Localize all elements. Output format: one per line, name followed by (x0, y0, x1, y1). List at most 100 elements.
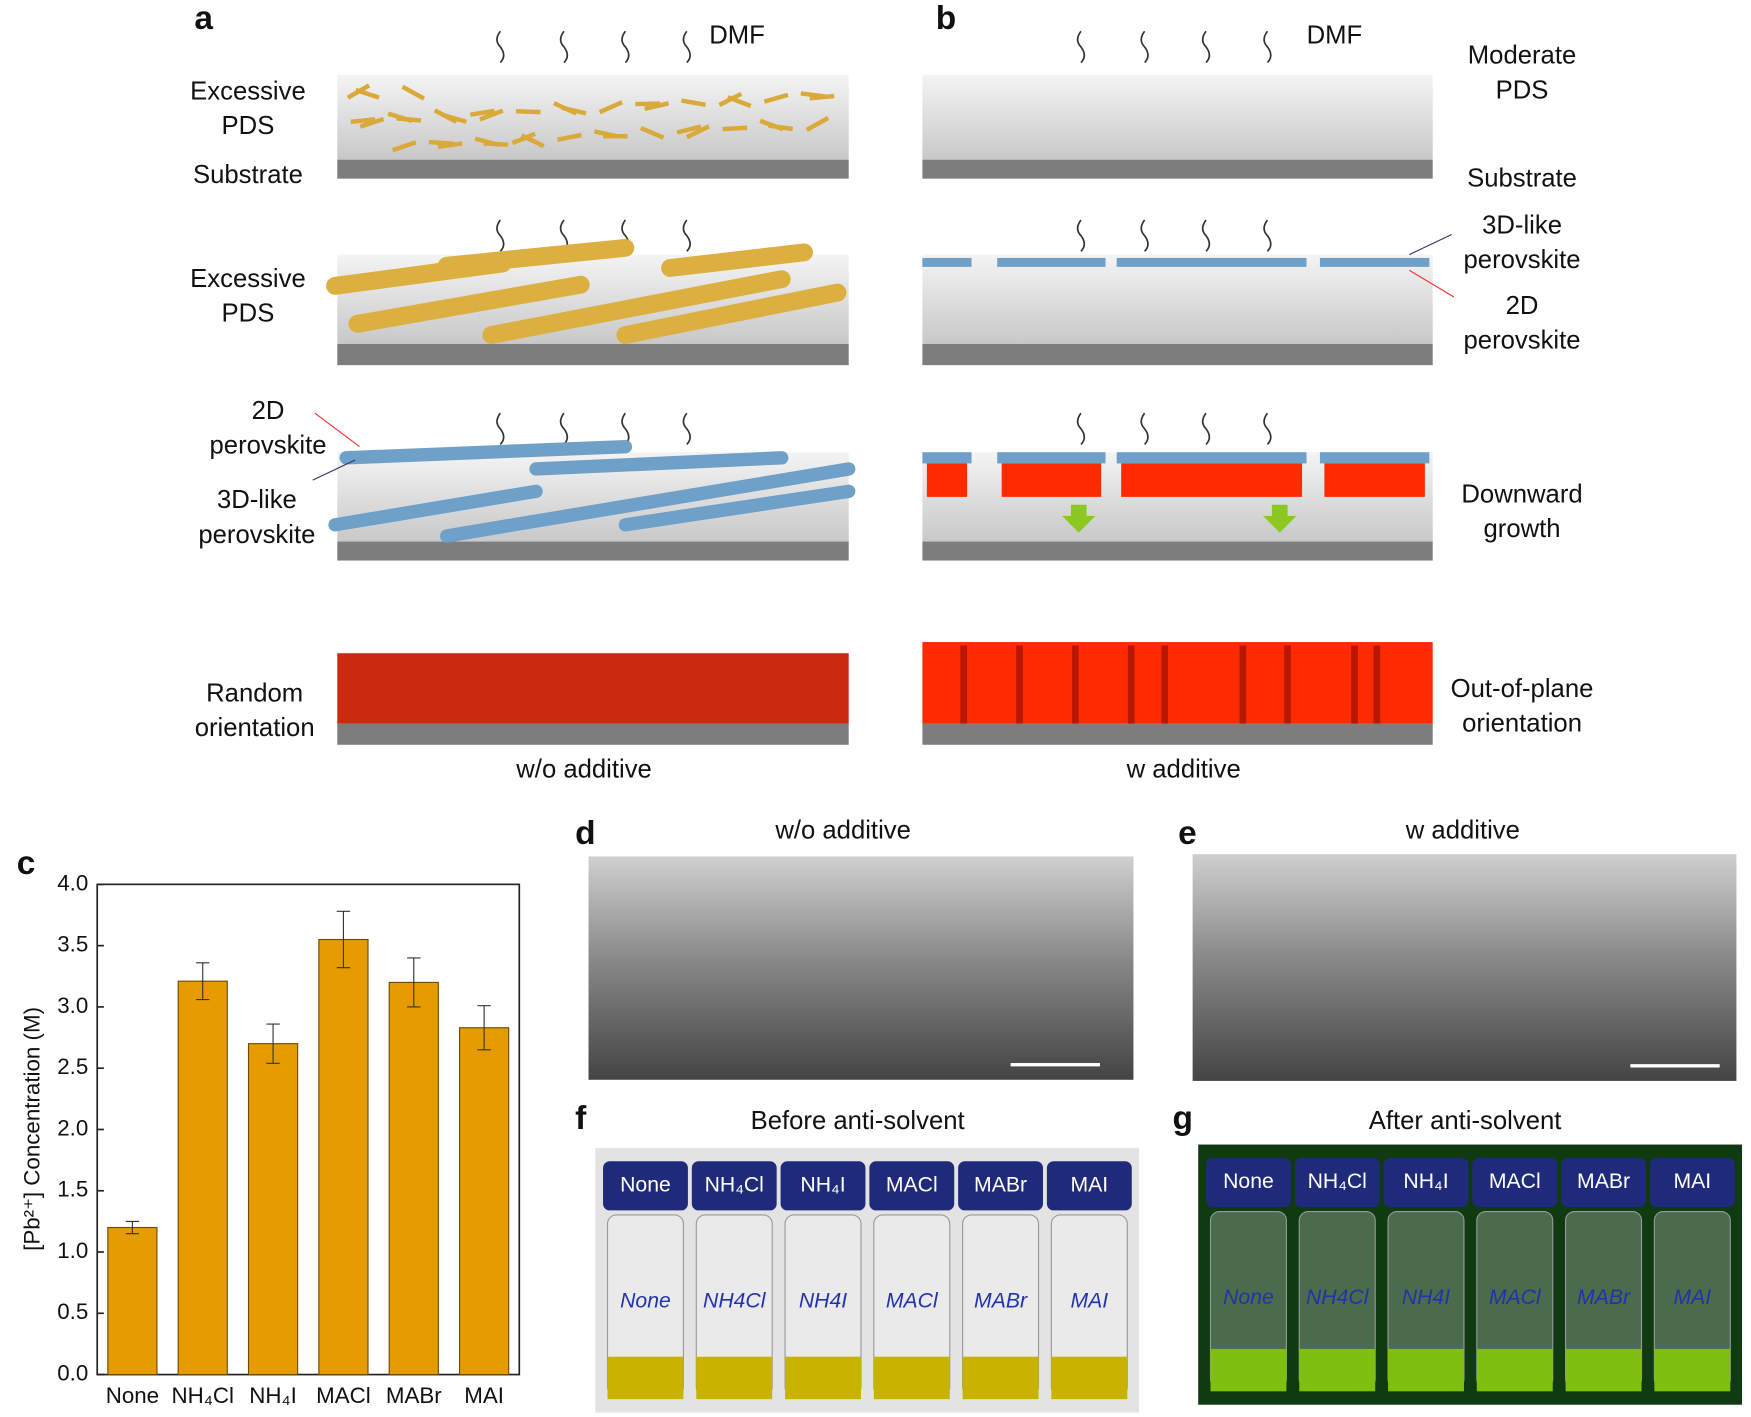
vapour (1076, 30, 1086, 64)
label: PDS (1496, 76, 1549, 104)
vapour (1263, 412, 1272, 446)
label: w/o additive (515, 755, 652, 783)
liquid (696, 1356, 773, 1400)
label: After anti-solvent (1369, 1107, 1562, 1135)
arrow (1061, 504, 1096, 533)
x-tick-label: MABr (386, 1383, 442, 1408)
substrate (922, 723, 1433, 745)
cap-label: MAI (1673, 1170, 1711, 1193)
pds-crystal (661, 243, 813, 277)
handwritten-label: MABr (974, 1290, 1028, 1313)
label: PDS (222, 112, 275, 140)
cap-label: NH₄I (1403, 1170, 1448, 1193)
cap (869, 1161, 955, 1211)
perovskite-3d (1319, 257, 1430, 267)
perovskite-2d (926, 463, 968, 497)
perovskite-2d (1121, 463, 1303, 497)
vapour (559, 30, 569, 64)
label: w additive (1405, 817, 1520, 845)
cap (1206, 1157, 1291, 1208)
vapour (1140, 219, 1149, 252)
cap (958, 1161, 1043, 1211)
x-tick-label: NH₄I (249, 1383, 297, 1408)
label: 3D-like (217, 486, 297, 514)
pds (676, 124, 702, 135)
cap (1046, 1161, 1132, 1211)
perovskite-3d (1319, 452, 1430, 464)
grain-boundary (1239, 645, 1247, 724)
substrate (337, 541, 849, 561)
pds (442, 112, 467, 124)
liquid (1388, 1348, 1464, 1392)
label: w/o additive (774, 817, 911, 845)
pds (359, 116, 385, 129)
vapour (1201, 30, 1211, 64)
panel-label: f (575, 1100, 587, 1137)
label: Excessive (190, 265, 306, 293)
y-tick-label: 2.5 (57, 1054, 88, 1079)
panel-label: d (575, 815, 595, 852)
label: DMF (709, 22, 765, 50)
substrate (922, 343, 1433, 366)
film (337, 653, 849, 724)
y-tick-label: 4.0 (57, 870, 88, 895)
bar (177, 980, 228, 1376)
cap-label: MACl (886, 1173, 938, 1196)
label: perovskite (1464, 246, 1581, 274)
panel-label: a (194, 0, 213, 37)
label: w additive (1126, 755, 1241, 783)
pds (479, 108, 504, 122)
cap (1561, 1157, 1646, 1208)
pds (355, 87, 380, 100)
panel-label: b (936, 0, 956, 37)
cap-label: NH₄Cl (1308, 1170, 1367, 1193)
cap (1383, 1157, 1469, 1208)
y-tick-label: 2.0 (57, 1115, 88, 1140)
grain-boundary (1127, 645, 1135, 724)
x-tick-label: MAI (464, 1383, 504, 1408)
bar (247, 1043, 299, 1376)
label: growth (1483, 515, 1560, 543)
pds-crystal (482, 270, 791, 344)
pds (727, 95, 752, 109)
pointer (314, 412, 360, 448)
pointer (1409, 233, 1452, 256)
label: DMF (1307, 22, 1363, 50)
grain-boundary (1351, 645, 1358, 724)
error-bar (336, 910, 351, 969)
label: orientation (1462, 709, 1582, 737)
x-tick-label: None (106, 1383, 159, 1408)
film (922, 74, 1433, 160)
vapour (1201, 412, 1211, 446)
pds (515, 109, 541, 115)
label: Excessive (190, 77, 306, 105)
pds (639, 126, 665, 140)
pds (396, 116, 422, 123)
sem-image (588, 856, 1134, 1080)
label: 3D-like (1482, 211, 1562, 239)
perovskite-3d (997, 452, 1106, 464)
cap-label: MABr (974, 1173, 1027, 1196)
x-tick-label: MACl (316, 1383, 371, 1408)
cap-label: MACl (1489, 1170, 1541, 1193)
handwritten-label: NH4I (1402, 1286, 1450, 1309)
pds (469, 108, 495, 117)
scale-bar (1010, 1063, 1100, 1067)
pds (644, 101, 670, 112)
vapour (559, 412, 569, 446)
panel-label: e (1178, 815, 1197, 852)
label: Moderate (1468, 42, 1576, 70)
plot-frame (96, 883, 521, 1376)
panel-label: c (17, 845, 36, 882)
bar (318, 938, 369, 1376)
vapour (682, 219, 691, 252)
pds (437, 141, 463, 150)
label: Random (206, 679, 303, 707)
sem-image (1192, 854, 1737, 1081)
y-tick-label: 3.0 (57, 993, 88, 1018)
label: Before anti-solvent (751, 1107, 965, 1135)
vapour (682, 412, 691, 446)
handwritten-label: MABr (1577, 1286, 1631, 1309)
cap (603, 1161, 688, 1211)
